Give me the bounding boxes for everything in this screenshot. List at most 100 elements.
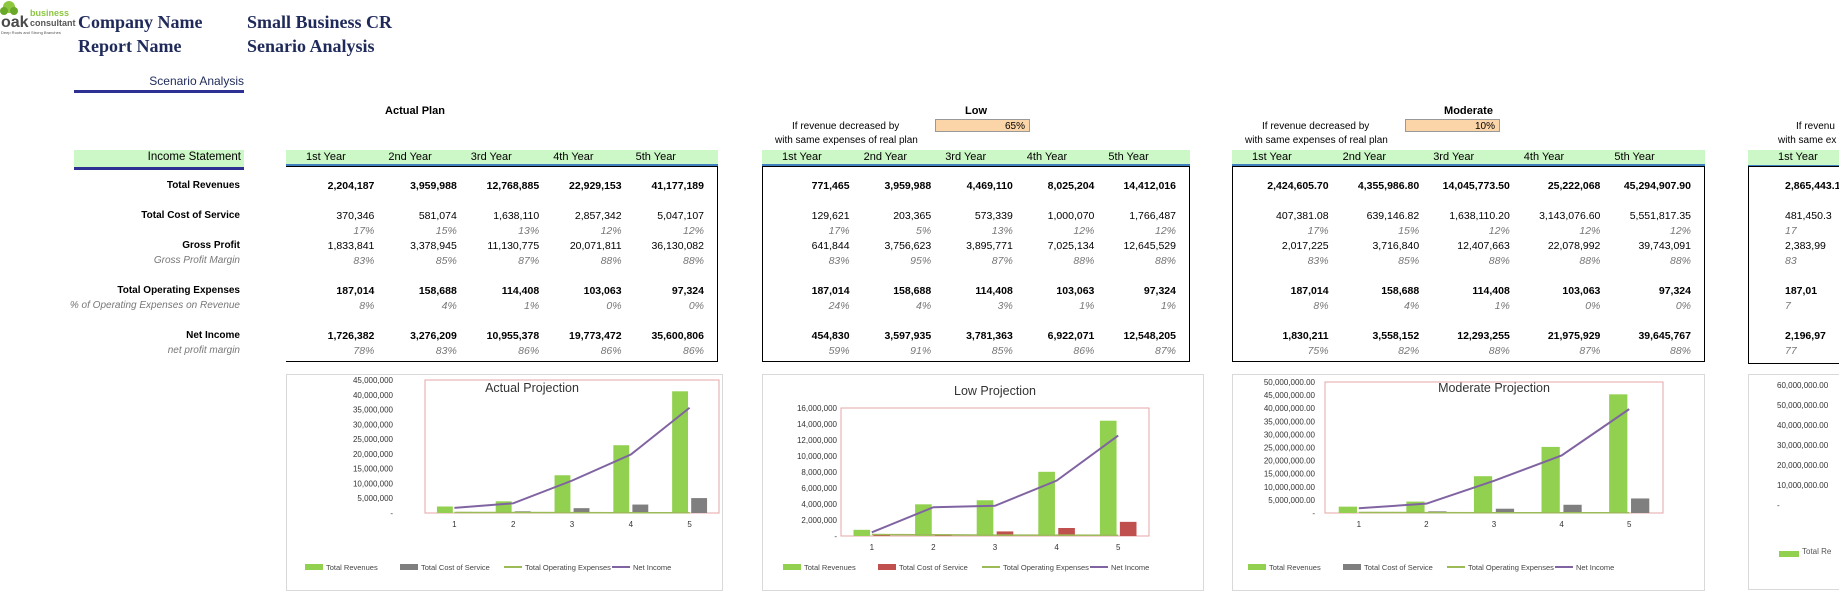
y-tick-label: 30,000,000.00	[1264, 430, 1316, 439]
percent-cell: 17%	[1307, 225, 1329, 237]
percent-cell: 85%	[1398, 255, 1420, 267]
percent-cell: 0%	[606, 300, 622, 312]
percent-cell: 87%	[1579, 345, 1601, 357]
value-cell: 187,014	[1290, 285, 1329, 297]
percent-cell: 83%	[435, 345, 457, 357]
percent-cell: 78%	[353, 345, 375, 357]
percent-cell: 17%	[828, 225, 850, 237]
legend-label: Total Operating Expenses	[525, 563, 611, 572]
percent-cell: 88%	[1154, 255, 1176, 267]
revenue-bar	[1099, 420, 1117, 536]
net-income-line	[871, 434, 1119, 534]
legend-label: Total Cost of Service	[421, 563, 490, 572]
chart-title: Low Projection	[954, 384, 1036, 398]
value-cell: 1,830,211	[1282, 330, 1329, 342]
percent-cell: 75%	[1307, 345, 1329, 357]
scenario-analysis-link[interactable]: Scenario Analysis	[74, 74, 244, 93]
y-tick-label: 10,000,000.00	[1264, 483, 1316, 492]
scenario-title: Low	[965, 105, 987, 117]
percent-cell: 88%	[1579, 255, 1601, 267]
row-label: Net Income	[186, 330, 240, 341]
svg-text:oak: oak	[1, 14, 29, 31]
row-label: Total Cost of Service	[141, 210, 240, 221]
y-tick-label: 15,000,000.00	[1264, 470, 1316, 479]
value-cell: 370,346	[336, 210, 375, 222]
percent-cell: 1%	[524, 300, 540, 312]
percent-cell: 88%	[1669, 255, 1691, 267]
percent-cell: 59%	[828, 345, 850, 357]
value-cell: 1,638,110	[493, 210, 540, 222]
percent-cell: 1%	[1160, 300, 1176, 312]
year-header: 3rd Year	[945, 151, 987, 163]
percent-cell: 3%	[997, 300, 1013, 312]
percent-cell: 91%	[910, 345, 932, 357]
value-cell: 573,339	[974, 210, 1013, 222]
cost-bar	[1058, 527, 1075, 536]
report-name-value: Senario Analysis	[247, 36, 375, 56]
value-cell: 114,408	[501, 285, 540, 297]
y-tick-label: 2,000,000	[801, 516, 837, 525]
value-cell: 158,688	[893, 285, 932, 297]
value-cell: 114,408	[975, 285, 1013, 297]
partial-cell: 2,383,99	[1785, 240, 1826, 252]
value-cell: 3,756,623	[884, 240, 932, 252]
partial-y-tick: 20,000,000.00	[1777, 461, 1829, 470]
row-label: Total Operating Expenses	[117, 285, 240, 296]
value-cell: 25,222,068	[1547, 180, 1601, 192]
legend-label: Total Operating Expenses	[1003, 563, 1089, 572]
partial-cell: 187,01	[1785, 285, 1818, 297]
net-income-line	[454, 406, 691, 509]
y-tick-label: 30,000,000	[353, 420, 394, 429]
value-cell: 12,548,205	[1123, 330, 1176, 342]
legend-swatch	[1248, 564, 1266, 570]
value-cell: 7,025,134	[1047, 240, 1095, 252]
value-cell: 1,833,841	[327, 240, 375, 252]
x-tick-label: 3	[993, 543, 998, 552]
legend-swatch	[783, 564, 801, 570]
percent-cell: 8%	[1313, 300, 1329, 312]
value-cell: 1,726,382	[327, 330, 375, 342]
partial-y-tick: 60,000,000.00	[1777, 381, 1829, 390]
revenue-decrease-input[interactable]: 65%	[935, 119, 1030, 132]
value-cell: 2,204,187	[327, 180, 375, 192]
partial-cell: 2,865,443.1	[1785, 180, 1839, 192]
x-tick-label: 5	[687, 520, 692, 529]
percent-cell: 12%	[1669, 225, 1691, 237]
year-header: 3rd Year	[470, 151, 512, 163]
x-tick-label: 5	[1116, 543, 1121, 552]
legend-swatch	[305, 564, 323, 570]
percent-cell: 87%	[991, 255, 1013, 267]
percent-cell: 12%	[1488, 225, 1510, 237]
legend-label: Total Operating Expenses	[1468, 563, 1554, 572]
partial-cell: 481,450.3	[1785, 210, 1832, 222]
value-cell: 36,130,082	[651, 240, 704, 252]
value-cell: 129,621	[811, 210, 850, 222]
x-tick-label: 3	[570, 520, 575, 529]
value-cell: 12,293,255	[1457, 330, 1510, 342]
x-tick-label: 4	[629, 520, 634, 529]
percent-cell: 0%	[1675, 300, 1691, 312]
value-cell: 2,017,225	[1281, 240, 1329, 252]
scenario-title: Moderate	[1444, 105, 1493, 117]
value-cell: 3,276,209	[410, 330, 457, 342]
y-tick-label: 20,000,000.00	[1264, 457, 1316, 466]
partial-y-tick: 50,000,000.00	[1777, 401, 1829, 410]
legend-label: Total Cost of Service	[1364, 563, 1433, 572]
revenue-bar	[554, 475, 571, 513]
value-cell: 3,781,363	[966, 330, 1013, 342]
svg-text:consultant: consultant	[30, 18, 76, 28]
company-name-value: Small Business CR	[247, 12, 393, 32]
partial-cell: 17	[1785, 225, 1797, 237]
chart-title: Actual Projection	[485, 381, 579, 395]
value-cell: 20,071,811	[569, 240, 622, 252]
y-tick-label: 45,000,000	[353, 376, 394, 385]
y-tick-label: 35,000,000.00	[1264, 417, 1316, 426]
revenue-decrease-input[interactable]: 10%	[1405, 119, 1500, 132]
scenario-partial: If revenu with same ex 1st Year 2,865,44…	[1748, 0, 1839, 615]
value-cell: 187,014	[336, 285, 375, 297]
value-cell: 454,830	[811, 330, 850, 342]
income-statement-label: Income Statement	[147, 151, 241, 163]
x-tick-label: 4	[1054, 543, 1059, 552]
value-cell: 3,959,988	[410, 180, 457, 192]
partial-note-2: with same ex	[1778, 135, 1837, 146]
